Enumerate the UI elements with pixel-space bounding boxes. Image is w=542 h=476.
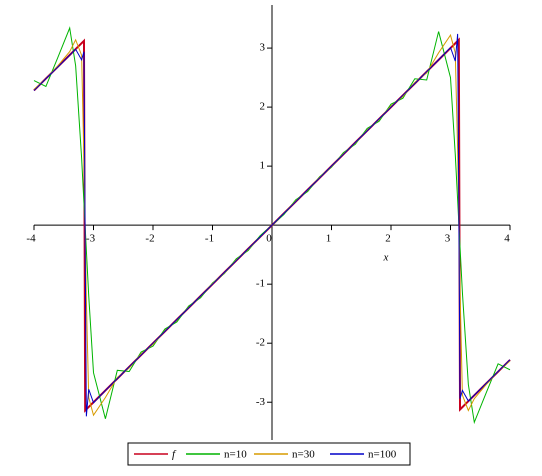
- x-axis-label: x: [383, 252, 389, 264]
- x-tick-label: -1: [205, 233, 214, 245]
- y-tick-label: -1: [256, 278, 265, 290]
- legend-label: n=10: [224, 449, 247, 461]
- legend-label: n=30: [292, 449, 315, 461]
- y-tick-label: 2: [260, 101, 266, 113]
- x-tick-label: 0: [266, 233, 272, 245]
- x-tick-label: 1: [326, 233, 332, 245]
- x-tick-label: 3: [445, 233, 451, 245]
- x-tick-label: -2: [145, 233, 154, 245]
- x-tick-label: 4: [504, 233, 510, 245]
- y-tick-label: 3: [260, 42, 266, 54]
- x-tick-label: -4: [26, 233, 36, 245]
- x-tick-label: -3: [86, 233, 96, 245]
- x-tick-label: 2: [385, 233, 391, 245]
- legend-label: f: [172, 449, 177, 461]
- y-tick-label: -2: [256, 337, 265, 349]
- series-line: [33, 33, 511, 417]
- y-tick-label: -3: [256, 396, 266, 408]
- y-tick-label: 1: [260, 160, 266, 172]
- legend-label: n=100: [368, 449, 397, 461]
